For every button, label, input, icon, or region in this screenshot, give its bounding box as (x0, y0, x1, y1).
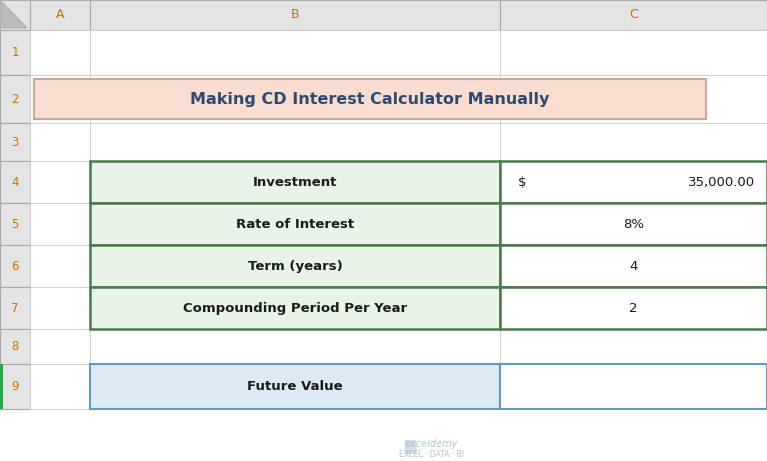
Text: EXCEL · DATA · BI: EXCEL · DATA · BI (399, 449, 464, 459)
Bar (90, 329, 500, 364)
Bar (90, 203, 500, 245)
Bar (0, 364, 3, 409)
Bar (30, 329, 90, 364)
Polygon shape (2, 2, 27, 28)
Bar (90, 75, 500, 123)
Bar (30, 245, 90, 287)
Bar (30, 123, 90, 161)
Text: Investment: Investment (253, 176, 337, 189)
Bar (30, 161, 90, 203)
Bar (90, 161, 500, 203)
FancyBboxPatch shape (404, 440, 416, 454)
Bar (500, 364, 767, 409)
Bar (90, 287, 500, 329)
Bar (500, 161, 767, 203)
Bar (0, 161, 30, 203)
Text: 8%: 8% (623, 218, 644, 230)
Text: $: $ (518, 176, 526, 189)
Bar (90, 0, 500, 30)
Text: 7: 7 (12, 301, 18, 314)
Bar (500, 203, 767, 245)
Text: 9: 9 (12, 380, 18, 393)
Bar (30, 203, 90, 245)
Bar (500, 245, 767, 287)
Bar (500, 0, 767, 30)
Text: 6: 6 (12, 260, 18, 272)
Bar (90, 364, 500, 409)
Bar (500, 123, 767, 161)
Text: 5: 5 (12, 218, 18, 230)
Bar (90, 245, 500, 287)
Bar (500, 287, 767, 329)
Text: exceldemy: exceldemy (405, 439, 458, 449)
Bar (30, 0, 90, 30)
Bar (90, 123, 500, 161)
Bar (500, 329, 767, 364)
Bar (0, 329, 30, 364)
Bar (500, 364, 767, 409)
Bar (30, 364, 90, 409)
Bar (500, 75, 767, 123)
Bar (90, 203, 500, 245)
Text: 2: 2 (12, 93, 18, 106)
Text: 4: 4 (629, 260, 637, 272)
Text: 8: 8 (12, 340, 18, 353)
Bar (500, 287, 767, 329)
Text: A: A (56, 8, 64, 22)
Bar (0, 364, 30, 409)
Text: Compounding Period Per Year: Compounding Period Per Year (183, 301, 407, 314)
Bar (500, 161, 767, 203)
Bar (0, 0, 30, 30)
Text: 1: 1 (12, 46, 18, 59)
Text: 35,000.00: 35,000.00 (688, 176, 755, 189)
Text: Making CD Interest Calculator Manually: Making CD Interest Calculator Manually (190, 91, 550, 106)
Bar (90, 245, 500, 287)
Text: 2: 2 (629, 301, 637, 314)
Bar (30, 287, 90, 329)
Bar (90, 161, 500, 203)
Bar (0, 75, 30, 123)
Text: C: C (629, 8, 638, 22)
Bar (30, 75, 90, 123)
Bar (0, 30, 30, 75)
Text: Rate of Interest: Rate of Interest (236, 218, 354, 230)
Bar (500, 245, 767, 287)
Bar (90, 287, 500, 329)
Text: B: B (291, 8, 299, 22)
Text: Future Value: Future Value (247, 380, 343, 393)
Bar (30, 30, 90, 75)
Bar (90, 30, 500, 75)
Bar (500, 203, 767, 245)
Text: 3: 3 (12, 136, 18, 148)
Text: Term (years): Term (years) (248, 260, 342, 272)
Bar (0, 203, 30, 245)
Bar (0, 245, 30, 287)
Bar (0, 287, 30, 329)
Bar (0, 123, 30, 161)
Text: 4: 4 (12, 176, 18, 189)
Bar (90, 364, 500, 409)
Bar (500, 30, 767, 75)
Bar (34, 79, 706, 119)
